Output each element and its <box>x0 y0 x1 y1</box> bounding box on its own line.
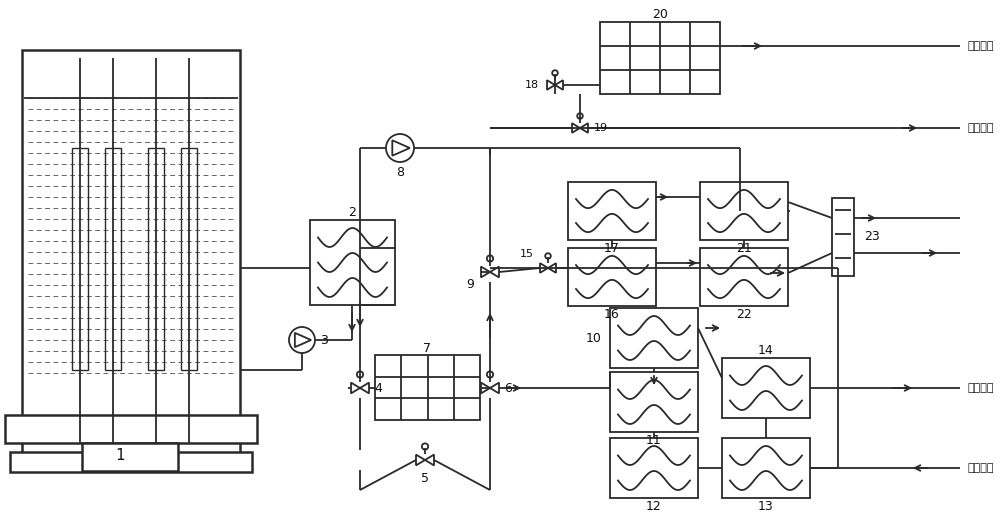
Text: 7: 7 <box>423 342 431 354</box>
Bar <box>700 182 788 240</box>
Bar <box>5 415 257 443</box>
Text: 18: 18 <box>525 80 539 90</box>
Polygon shape <box>351 382 360 393</box>
Bar <box>22 50 240 460</box>
Bar <box>82 443 178 471</box>
Bar <box>105 148 121 370</box>
Text: 23: 23 <box>864 231 880 244</box>
Text: 14: 14 <box>758 344 774 357</box>
Bar <box>610 372 698 432</box>
Text: 17: 17 <box>604 241 620 254</box>
Polygon shape <box>360 382 369 393</box>
Bar <box>610 308 698 368</box>
Text: 制冷回水: 制冷回水 <box>968 123 994 133</box>
Bar <box>568 248 656 306</box>
Polygon shape <box>425 455 434 465</box>
Bar <box>568 182 656 240</box>
Bar <box>700 248 788 306</box>
Text: 11: 11 <box>646 433 662 446</box>
Text: 12: 12 <box>646 499 662 512</box>
Text: 3: 3 <box>320 333 328 347</box>
Polygon shape <box>490 382 499 393</box>
Text: 10: 10 <box>586 331 602 345</box>
Text: 13: 13 <box>758 499 774 512</box>
Polygon shape <box>416 455 425 465</box>
Polygon shape <box>548 263 556 273</box>
Text: 供热回水: 供热回水 <box>968 383 994 393</box>
Polygon shape <box>490 267 499 278</box>
Bar <box>148 148 164 370</box>
Text: 制冷供水: 制冷供水 <box>968 41 994 51</box>
Bar <box>722 438 810 498</box>
Text: 21: 21 <box>736 241 752 254</box>
Text: 20: 20 <box>652 8 668 22</box>
Text: 1: 1 <box>115 447 125 462</box>
Bar <box>10 452 252 472</box>
Polygon shape <box>540 263 548 273</box>
Bar <box>310 220 395 305</box>
Text: 8: 8 <box>396 166 404 179</box>
Bar <box>600 22 720 94</box>
Polygon shape <box>572 123 580 133</box>
Polygon shape <box>547 80 555 90</box>
Bar <box>722 358 810 418</box>
Bar <box>610 438 698 498</box>
Text: 5: 5 <box>421 473 429 486</box>
Text: 6: 6 <box>504 381 512 395</box>
Text: 4: 4 <box>374 381 382 395</box>
Bar <box>375 355 480 420</box>
Polygon shape <box>580 123 588 133</box>
Text: 9: 9 <box>466 278 474 291</box>
Polygon shape <box>481 267 490 278</box>
Polygon shape <box>555 80 563 90</box>
Bar <box>72 148 88 370</box>
Text: 15: 15 <box>520 249 534 259</box>
Text: 19: 19 <box>594 123 608 133</box>
Text: 22: 22 <box>736 308 752 320</box>
Bar <box>181 148 197 370</box>
Text: 16: 16 <box>604 308 620 320</box>
Text: 供热供水: 供热供水 <box>968 463 994 473</box>
Bar <box>832 198 854 276</box>
Polygon shape <box>481 382 490 393</box>
Text: 2: 2 <box>348 206 356 219</box>
